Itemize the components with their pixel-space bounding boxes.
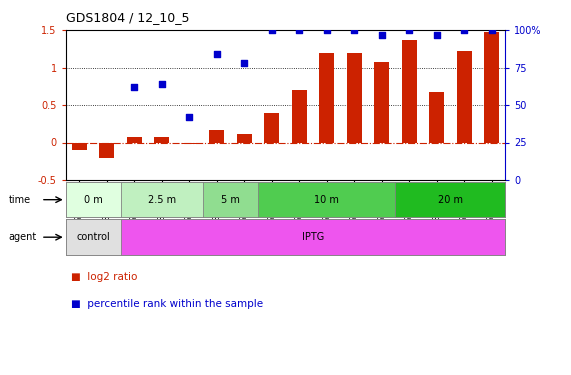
- Bar: [374, 62, 389, 142]
- Bar: [154, 136, 170, 142]
- Point: [185, 114, 194, 120]
- Bar: [182, 142, 197, 144]
- Bar: [127, 137, 142, 142]
- Point: [240, 60, 249, 66]
- Text: control: control: [77, 232, 110, 242]
- Text: ■  log2 ratio: ■ log2 ratio: [71, 273, 138, 282]
- Text: 5 m: 5 m: [221, 195, 240, 205]
- Point: [405, 27, 414, 33]
- Bar: [209, 130, 224, 142]
- Text: GDS1804 / 12_10_5: GDS1804 / 12_10_5: [66, 11, 189, 24]
- Text: time: time: [9, 195, 31, 205]
- Point: [295, 27, 304, 33]
- Point: [267, 27, 276, 33]
- Bar: [203, 182, 258, 218]
- Bar: [395, 182, 505, 218]
- Bar: [66, 182, 120, 218]
- Bar: [264, 112, 279, 142]
- Point: [432, 32, 441, 38]
- Point: [349, 27, 359, 33]
- Text: 0 m: 0 m: [84, 195, 103, 205]
- Text: 2.5 m: 2.5 m: [148, 195, 176, 205]
- Bar: [429, 92, 444, 142]
- Text: IPTG: IPTG: [302, 232, 324, 242]
- Bar: [120, 182, 203, 218]
- Bar: [237, 134, 252, 142]
- Point: [130, 84, 139, 90]
- Point: [157, 81, 166, 87]
- Text: agent: agent: [9, 232, 37, 242]
- Text: 10 m: 10 m: [314, 195, 339, 205]
- Bar: [120, 219, 505, 255]
- Point: [322, 27, 331, 33]
- Point: [487, 27, 496, 33]
- Bar: [484, 32, 499, 142]
- Point: [460, 27, 469, 33]
- Bar: [72, 142, 87, 150]
- Bar: [292, 90, 307, 142]
- Bar: [66, 219, 120, 255]
- Bar: [319, 53, 334, 142]
- Bar: [258, 182, 395, 218]
- Bar: [401, 40, 417, 142]
- Text: ■  percentile rank within the sample: ■ percentile rank within the sample: [71, 299, 263, 309]
- Text: 20 m: 20 m: [438, 195, 463, 205]
- Point: [377, 32, 386, 38]
- Bar: [347, 53, 362, 142]
- Bar: [457, 51, 472, 142]
- Bar: [99, 142, 114, 158]
- Point: [212, 51, 222, 57]
